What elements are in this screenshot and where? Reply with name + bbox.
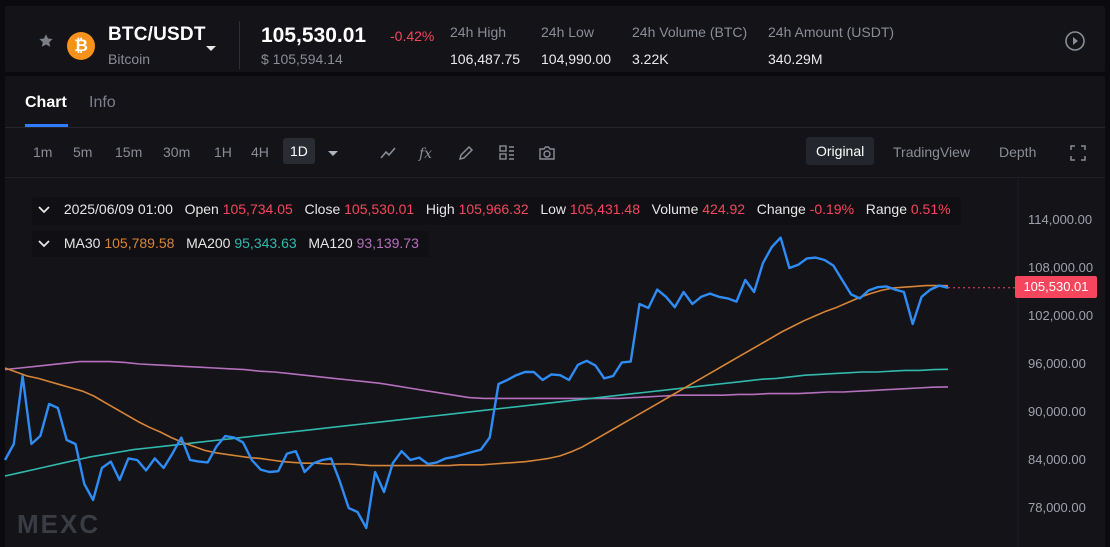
- ticker-header: ₿ BTC/USDT Bitcoin 105,530.01 -0.42% $ 1…: [5, 6, 1105, 72]
- play-circle-icon[interactable]: [1062, 28, 1088, 54]
- usd-price: $ 105,594.14: [261, 51, 343, 67]
- series-line-ma30: [4, 284, 949, 467]
- ma-legend: MA30 105,789.58 MA200 95,343.63 MA120 93…: [32, 231, 429, 257]
- bitcoin-logo-icon: ₿: [67, 32, 95, 60]
- y-tick-label: 102,000.00: [1028, 308, 1094, 323]
- range-value: 0.51%: [910, 201, 951, 217]
- caret-down-icon[interactable]: [205, 40, 217, 51]
- chart-canvas[interactable]: [0, 179, 1110, 547]
- y-tick-label: 78,000.00: [1028, 500, 1086, 515]
- ma120-value: 93,139.73: [356, 235, 419, 251]
- chart-toolbar: 1m 5m 15m 30m 1H 4H 1D fx Original Tradi…: [5, 136, 1105, 170]
- stat-24h-high: 24h High 106,487.75: [450, 24, 520, 67]
- coin-name: Bitcoin: [108, 51, 151, 67]
- stat-24h-low: 24h Low 104,990.00: [541, 24, 611, 67]
- ma200-value: 95,343.63: [234, 235, 297, 251]
- svg-text:fx: fx: [418, 146, 432, 162]
- series-line-ma200: [4, 368, 949, 477]
- view-tradingview[interactable]: TradingView: [893, 144, 971, 160]
- fullscreen-icon[interactable]: [1068, 143, 1088, 163]
- stat-24h-amount: 24h Amount (USDT) 340.29M: [768, 24, 894, 67]
- stat-value: 340.29M: [768, 51, 823, 67]
- price-change: -0.42%: [390, 28, 435, 44]
- volume-label: Volume: [651, 201, 699, 217]
- series-line-ma120: [4, 360, 949, 400]
- tab-chart[interactable]: Chart: [25, 94, 67, 111]
- volume-value: 424.92: [702, 201, 746, 217]
- close-label: Close: [304, 201, 341, 217]
- divider: [239, 21, 240, 69]
- current-price-tag: 105,530.01: [1015, 276, 1097, 298]
- timeframe-1m[interactable]: 1m: [33, 144, 53, 160]
- timeframe-4h[interactable]: 4H: [251, 144, 269, 160]
- y-tick-label: 114,000.00: [1028, 212, 1093, 227]
- stat-label: 24h High: [450, 24, 507, 40]
- fx-indicator-icon[interactable]: fx: [417, 143, 437, 163]
- y-tick-label: 84,000.00: [1028, 452, 1086, 467]
- chevron-down-icon[interactable]: [38, 205, 50, 215]
- chart-panel: Chart Info 1m 5m 15m 30m 1H 4H 1D fx Ori…: [5, 76, 1105, 547]
- y-tick-label: 108,000.00: [1028, 260, 1094, 275]
- divider: [5, 177, 1105, 178]
- timeframe-5m[interactable]: 5m: [73, 144, 93, 160]
- stat-label: 24h Volume (BTC): [632, 24, 748, 40]
- active-tab-indicator: [25, 124, 68, 127]
- tab-info[interactable]: Info: [89, 94, 116, 111]
- stat-value: 3.22K: [632, 51, 669, 67]
- layout-icon[interactable]: [497, 143, 517, 163]
- ma120-label: MA120: [308, 235, 353, 251]
- timeframe-1d[interactable]: 1D: [283, 138, 315, 164]
- low-value: 105,431.48: [569, 201, 640, 217]
- stat-value: 104,990.00: [541, 51, 612, 67]
- high-value: 105,966.32: [458, 201, 529, 217]
- ohlc-date: 2025/06/09 01:00: [63, 201, 173, 217]
- stat-value: 106,487.75: [450, 51, 521, 67]
- timeframe-15m[interactable]: 15m: [115, 144, 143, 160]
- open-label: Open: [184, 201, 219, 217]
- ma200-label: MA200: [186, 235, 231, 251]
- low-label: Low: [540, 201, 567, 217]
- open-value: 105,734.05: [222, 201, 293, 217]
- camera-icon[interactable]: [537, 143, 557, 163]
- chevron-down-icon[interactable]: [38, 239, 50, 249]
- stat-label: 24h Amount (USDT): [768, 24, 895, 40]
- y-tick-label: 96,000.00: [1028, 356, 1086, 371]
- change-value: -0.19%: [809, 201, 855, 217]
- ma30-label: MA30: [63, 235, 101, 251]
- mexc-watermark: MEXC: [17, 509, 101, 539]
- change-label: Change: [756, 201, 806, 217]
- ohlc-legend: 2025/06/09 01:00 Open 105,734.05 Close 1…: [32, 197, 961, 225]
- caret-down-icon[interactable]: [323, 143, 343, 163]
- high-label: High: [425, 201, 455, 217]
- view-depth[interactable]: Depth: [999, 144, 1037, 160]
- range-label: Range: [865, 201, 907, 217]
- price-chart[interactable]: 2025/06/09 01:00 Open 105,734.05 Close 1…: [0, 179, 1110, 547]
- pencil-icon[interactable]: [456, 143, 476, 163]
- last-price: 105,530.01: [261, 24, 367, 47]
- series-line-price: [3, 236, 949, 530]
- timeframe-30m[interactable]: 30m: [163, 144, 191, 160]
- y-tick-label: 90,000.00: [1028, 404, 1086, 419]
- pair-symbol[interactable]: BTC/USDT: [108, 24, 206, 45]
- timeframe-1h[interactable]: 1H: [214, 144, 232, 160]
- star-icon[interactable]: [38, 33, 54, 49]
- line-tool-icon[interactable]: [378, 143, 398, 163]
- view-original[interactable]: Original: [806, 137, 875, 165]
- close-value: 105,530.01: [344, 201, 415, 217]
- stat-24h-volume: 24h Volume (BTC) 3.22K: [632, 24, 747, 67]
- stat-label: 24h Low: [541, 24, 594, 40]
- divider: [5, 127, 1105, 128]
- ma30-value: 105,789.58: [104, 235, 175, 251]
